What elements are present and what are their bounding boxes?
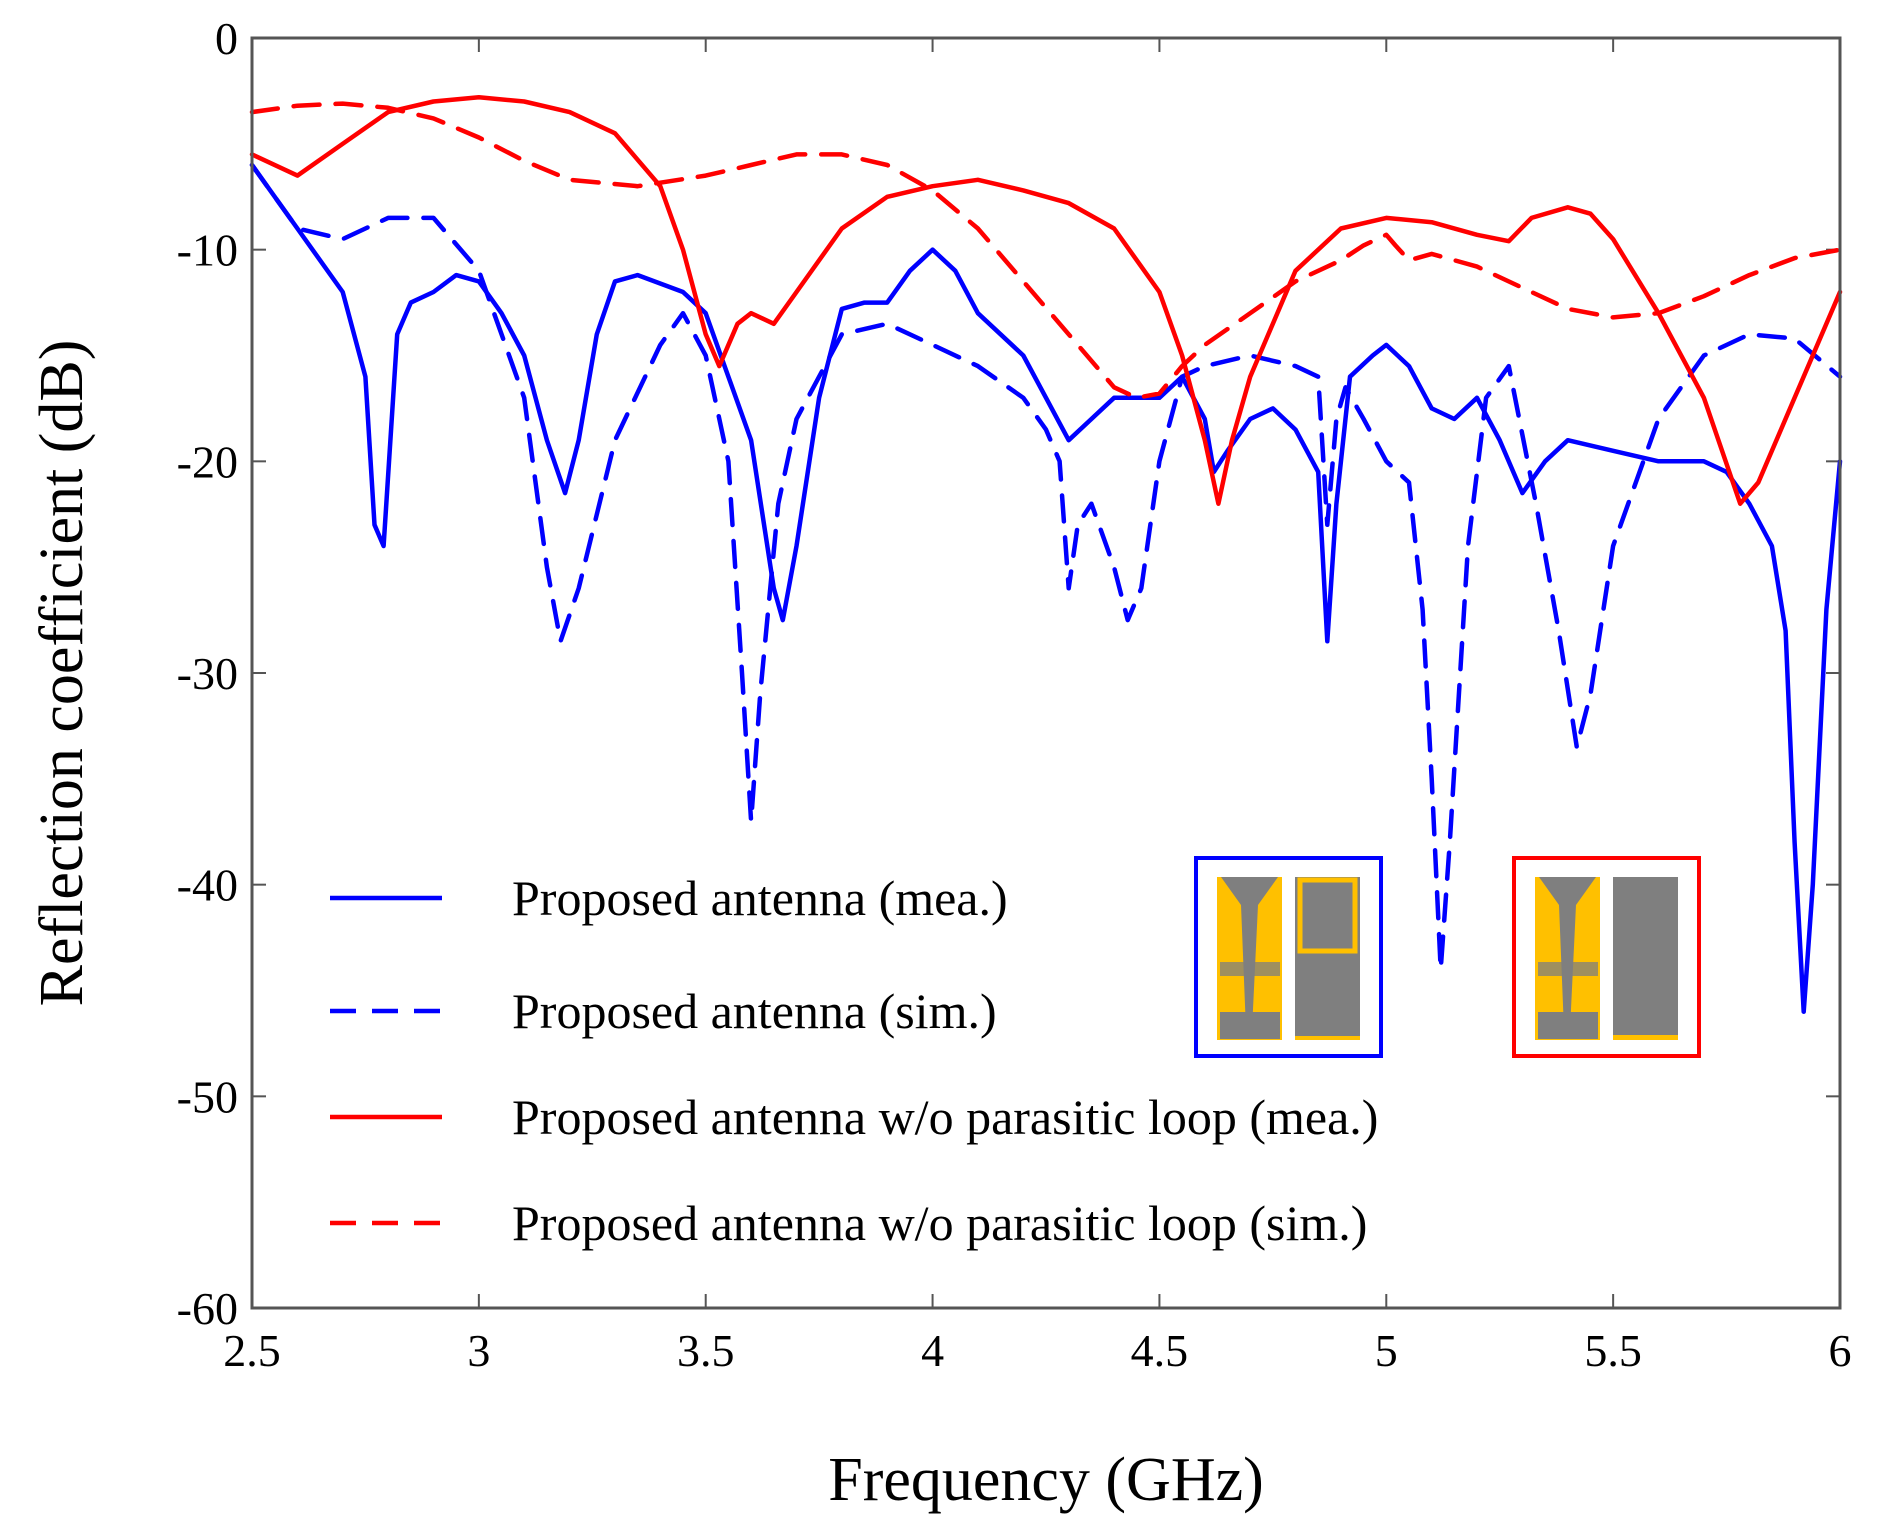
x-tick-label: 4.5 (1131, 1325, 1189, 1376)
y-axis-title: Reflection coefficient (dB) (28, 340, 96, 1007)
x-axis-ticks: 2.5 3 3.5 4 4.5 5 5.5 6 (223, 38, 1852, 1376)
legend-label-4: Proposed antenna w/o parasitic loop (sim… (512, 1195, 1367, 1251)
x-tick-label: 2.5 (223, 1325, 281, 1376)
y-tick-label: -20 (177, 436, 238, 487)
series-layer (249, 95, 1843, 1014)
series-line-1 (249, 162, 1843, 1014)
legend: Proposed antenna (mea.) Proposed antenna … (330, 870, 1378, 1251)
series-line-4 (249, 101, 1843, 401)
x-axis-title: Frequency (GHz) (828, 1446, 1264, 1514)
x-tick-label: 4 (921, 1325, 944, 1376)
y-tick-label: -50 (177, 1071, 238, 1122)
x-tick-label: 5.5 (1584, 1325, 1642, 1376)
y-tick-label: -60 (177, 1283, 238, 1334)
legend-label-3: Proposed antenna w/o parasitic loop (mea… (512, 1089, 1378, 1145)
antenna-inset-without-loop (1512, 856, 1701, 1058)
series-line-3 (249, 95, 1843, 506)
y-tick-label: 0 (215, 13, 238, 64)
y-axis-ticks: 0 -10 -20 -30 -40 -50 -60 (177, 13, 1840, 1334)
y-tick-label: -40 (177, 860, 238, 911)
x-tick-label: 6 (1829, 1325, 1852, 1376)
x-tick-label: 5 (1375, 1325, 1398, 1376)
antenna-inset-with-loop (1194, 856, 1383, 1058)
x-tick-label: 3.5 (677, 1325, 735, 1376)
plot-frame (250, 36, 1842, 1310)
x-tick-label: 3 (467, 1325, 490, 1376)
y-tick-label: -10 (177, 225, 238, 276)
legend-label-1: Proposed antenna (mea.) (512, 870, 1008, 926)
series-line-2 (249, 162, 1843, 972)
y-tick-label: -30 (177, 648, 238, 699)
legend-label-2: Proposed antenna (sim.) (512, 983, 997, 1039)
